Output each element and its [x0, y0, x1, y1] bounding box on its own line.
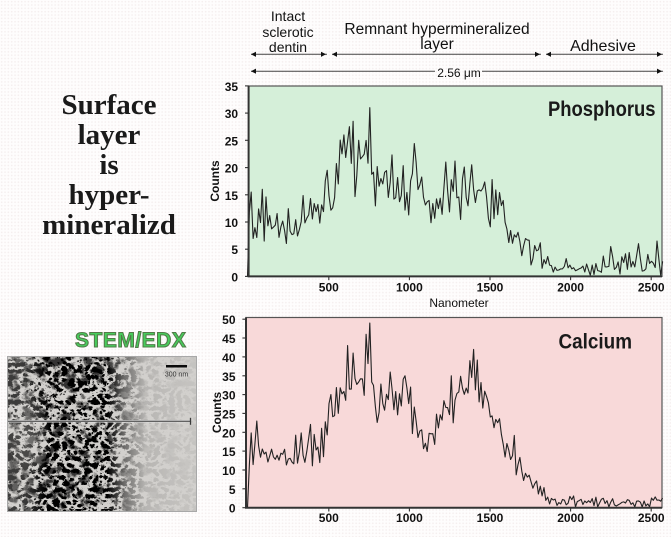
- svg-text:300 nm: 300 nm: [165, 372, 189, 379]
- svg-text:1000: 1000: [396, 511, 423, 525]
- svg-text:15: 15: [222, 445, 236, 459]
- svg-text:20: 20: [222, 426, 236, 440]
- svg-text:0: 0: [229, 502, 236, 516]
- svg-text:20: 20: [225, 162, 239, 176]
- svg-text:45: 45: [222, 332, 236, 346]
- svg-text:1500: 1500: [477, 281, 504, 295]
- svg-text:40: 40: [222, 351, 236, 365]
- svg-text:Nanometer: Nanometer: [429, 296, 488, 310]
- svg-text:Counts: Counts: [210, 392, 224, 434]
- svg-text:2500: 2500: [638, 281, 665, 295]
- svg-text:Calcium: Calcium: [559, 331, 633, 354]
- svg-text:35: 35: [225, 80, 239, 94]
- svg-text:5: 5: [231, 243, 238, 257]
- svg-text:2500: 2500: [638, 511, 665, 525]
- svg-text:25: 25: [222, 407, 236, 421]
- svg-text:500: 500: [319, 281, 339, 295]
- svg-text:30: 30: [225, 107, 239, 121]
- svg-text:25: 25: [225, 134, 239, 148]
- svg-text:15: 15: [225, 189, 239, 203]
- svg-text:1500: 1500: [477, 511, 504, 525]
- svg-text:0: 0: [231, 270, 238, 284]
- svg-text:50: 50: [222, 313, 236, 327]
- svg-text:10: 10: [225, 216, 239, 230]
- svg-text:2000: 2000: [557, 511, 584, 525]
- svg-text:5: 5: [229, 483, 236, 497]
- svg-text:10: 10: [222, 464, 236, 478]
- svg-text:30: 30: [222, 389, 236, 403]
- svg-text:Phosphorus: Phosphorus: [548, 97, 656, 121]
- svg-text:2000: 2000: [557, 281, 584, 295]
- svg-text:500: 500: [319, 511, 339, 525]
- svg-text:Counts: Counts: [208, 160, 222, 202]
- svg-text:35: 35: [222, 370, 236, 384]
- svg-text:1000: 1000: [396, 281, 423, 295]
